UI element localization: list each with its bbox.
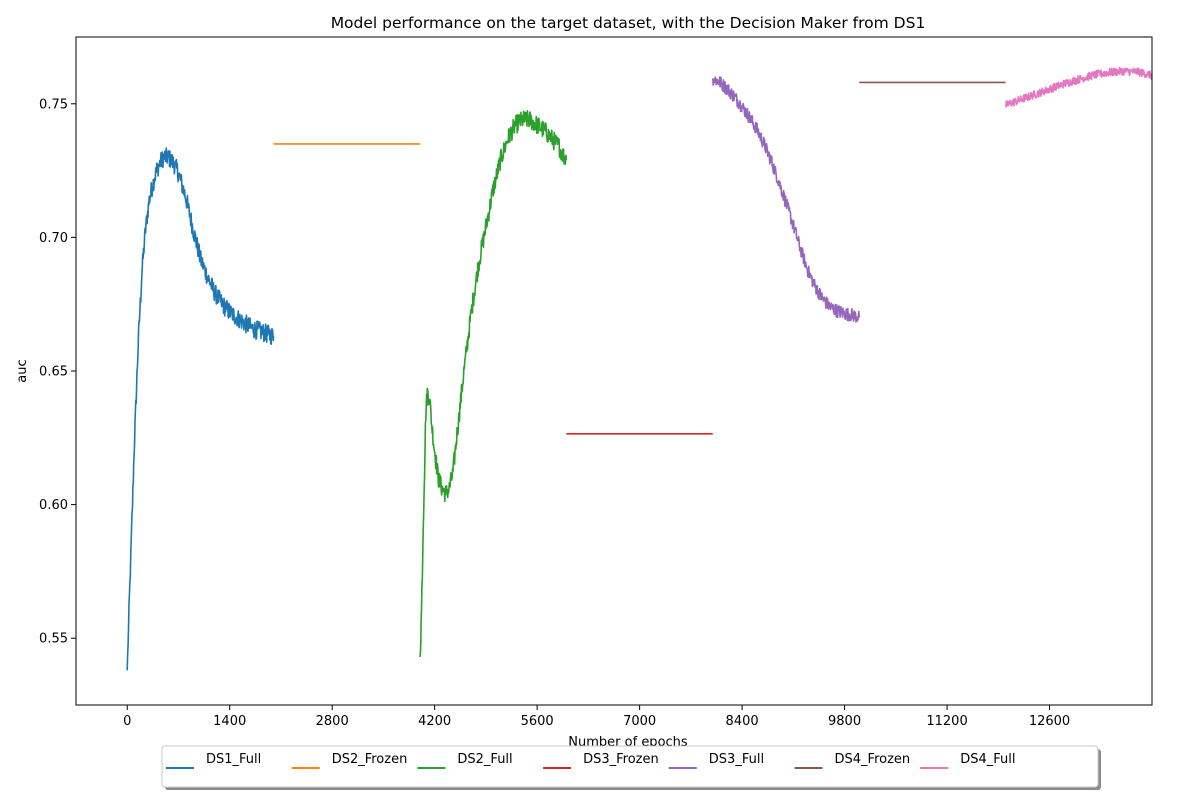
- x-tick-label: 8400: [726, 714, 759, 729]
- plot-frame: [75, 36, 1153, 706]
- series-line-ds3-full: [712, 76, 860, 323]
- y-tick-label: 0.75: [39, 97, 68, 112]
- x-tick-label: 5600: [521, 714, 554, 729]
- x-tick-label: 11200: [926, 714, 967, 729]
- chart-title: Model performance on the target dataset,…: [331, 14, 926, 32]
- y-axis-label: auc: [15, 359, 30, 382]
- y-tick-label: 0.65: [39, 365, 68, 380]
- y-tick-label: 0.60: [39, 498, 68, 513]
- series-line-ds2-full: [419, 110, 568, 657]
- x-tick-label: 12600: [1029, 714, 1070, 729]
- axes-layer: 0 1400 2800 4200 5600 7000 8400 9800 11200 12600 0…: [39, 97, 1070, 729]
- legend-label: DS4_Full: [960, 752, 1015, 767]
- x-tick-label: 9800: [828, 714, 861, 729]
- series-line-ds4-full: [1004, 66, 1153, 108]
- legend-box: [161, 745, 1099, 788]
- x-tick-label: 0: [123, 714, 131, 729]
- series-layer: [126, 66, 1153, 671]
- y-tick-label: 0.55: [39, 632, 68, 647]
- x-tick-label: 7000: [623, 714, 656, 729]
- series-line-ds1-full: [126, 147, 275, 671]
- x-tick-label: 2800: [316, 714, 349, 729]
- x-tick-label: 4200: [418, 714, 451, 729]
- legend-label: DS3_Full: [709, 752, 764, 767]
- plot-area: [76, 37, 1152, 705]
- legend-label: DS4_Frozen: [835, 752, 911, 767]
- x-tick-label: 1400: [213, 714, 246, 729]
- y-tick-label: 0.70: [39, 231, 68, 246]
- legend-label: DS2_Full: [457, 752, 512, 767]
- legend-label: DS2_Frozen: [332, 752, 408, 767]
- legend-label: DS3_Frozen: [583, 752, 659, 767]
- legend-label: DS1_Full: [206, 752, 261, 767]
- legend: DS1_Full DS2_Frozen DS2_Full DS3_Frozen DS3_…: [161, 745, 1101, 790]
